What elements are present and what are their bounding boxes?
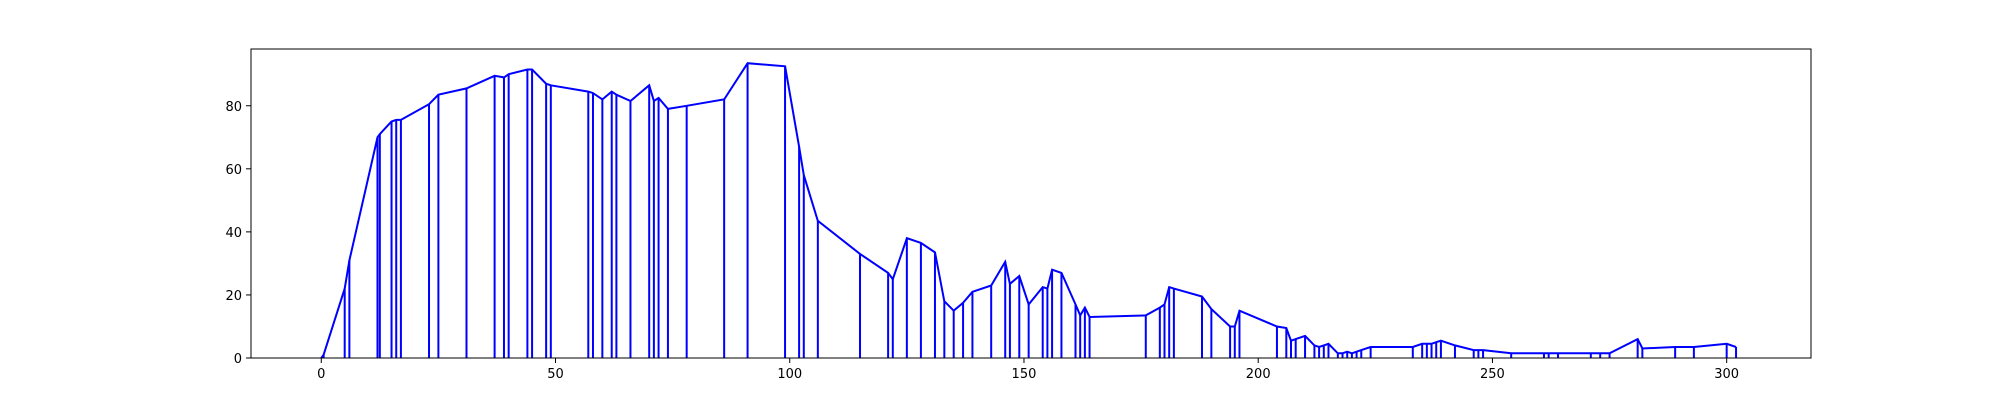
x-tick-label: 0: [317, 367, 325, 382]
x-tick-label: 150: [1012, 367, 1037, 382]
x-tick-label: 250: [1480, 367, 1505, 382]
x-tick-label: 100: [777, 367, 802, 382]
y-tick-label: 40: [225, 226, 242, 241]
y-tick-label: 60: [225, 163, 242, 178]
plot-area-frame: [250, 48, 1812, 359]
y-tick-label: 80: [225, 100, 242, 115]
series-line: [320, 62, 1737, 359]
x-tick-label: 50: [547, 367, 564, 382]
y-tick-label: 20: [225, 289, 242, 304]
x-tick-label: 300: [1714, 367, 1739, 382]
x-tick-label: 200: [1246, 367, 1271, 382]
y-tick-label: 0: [234, 352, 242, 367]
axis-ticks: 0 50 100 150 200 250 300 0 20 40 60 80: [225, 100, 1739, 382]
stem-lines: [322, 63, 1738, 358]
